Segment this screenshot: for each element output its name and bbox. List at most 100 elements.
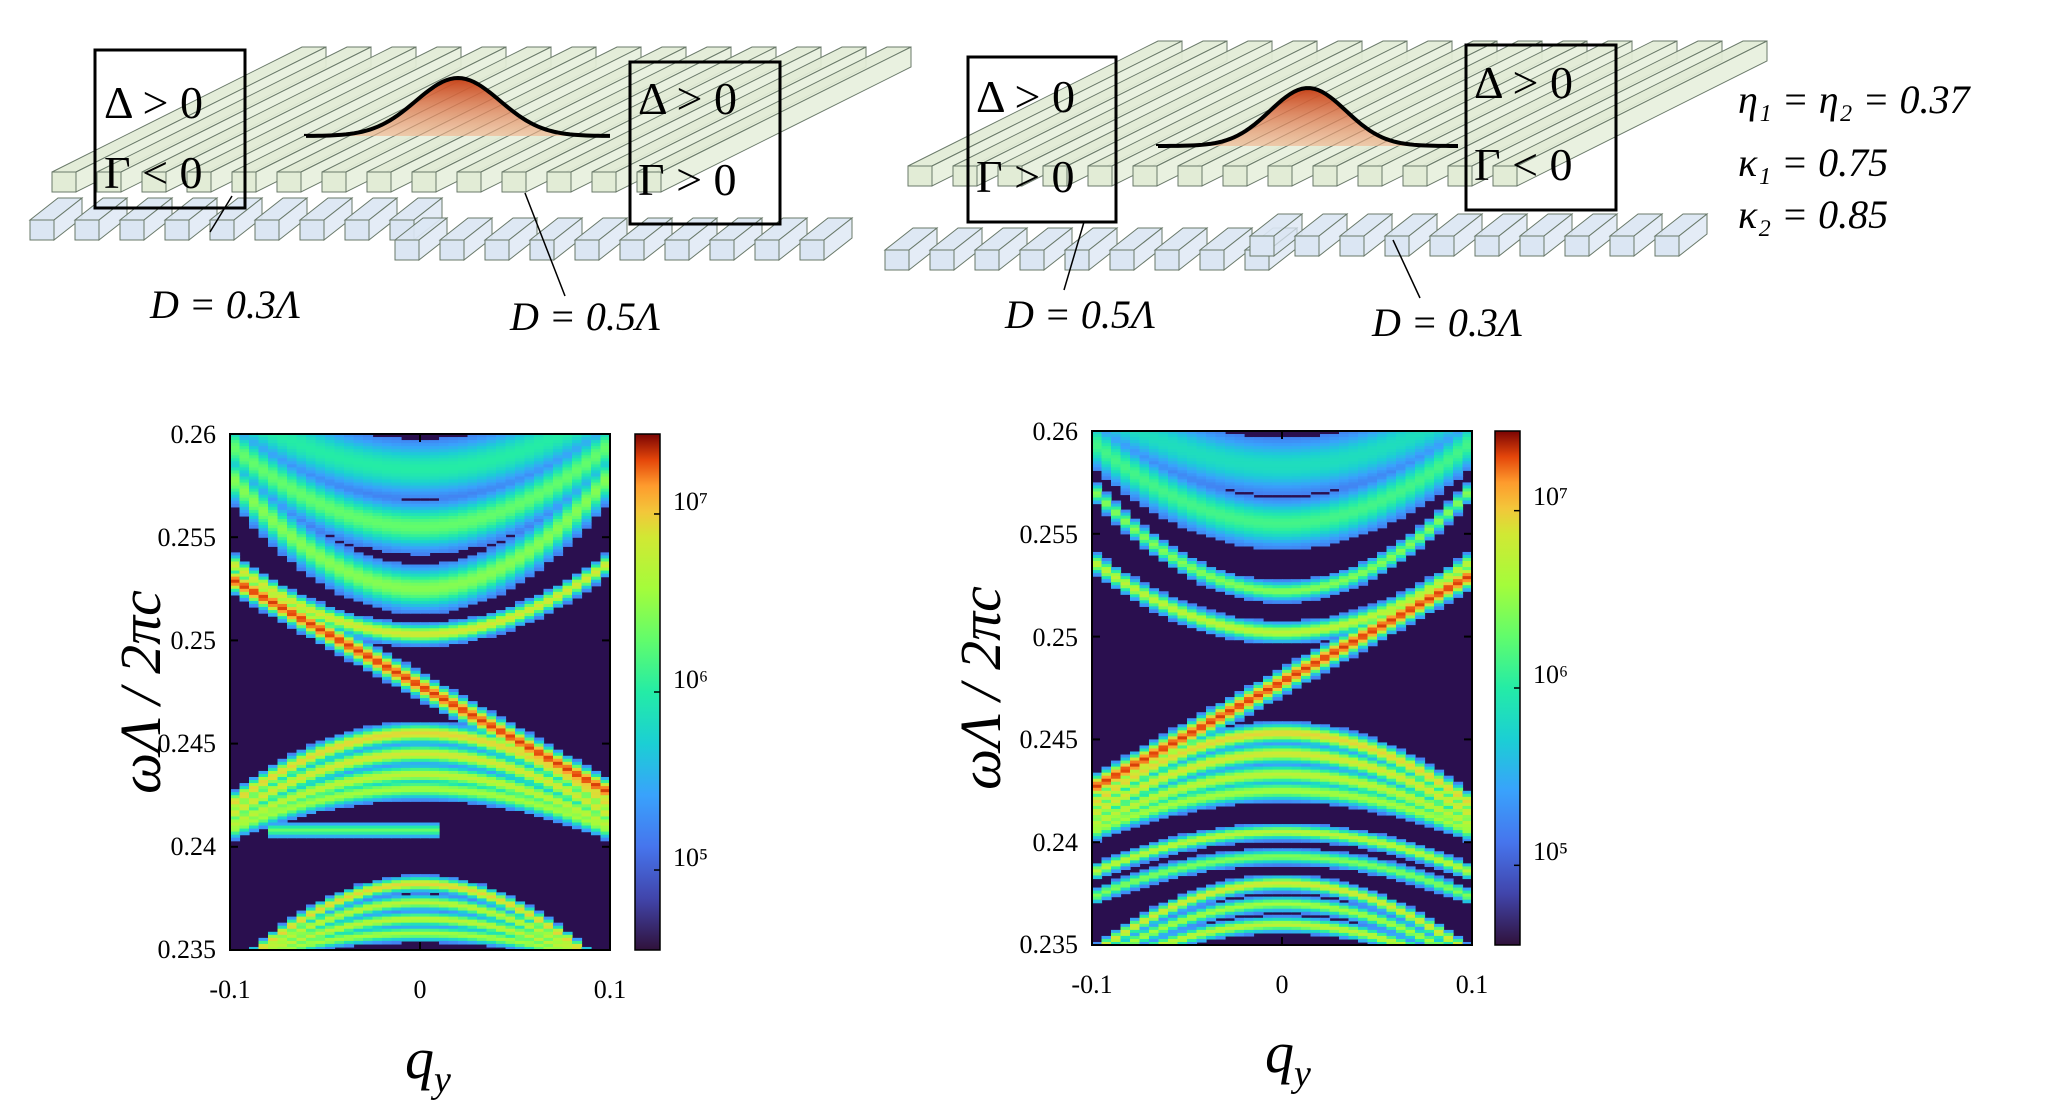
heatmap-cell (562, 761, 573, 766)
heatmap-cell (1187, 437, 1198, 441)
heatmap-cell (524, 458, 535, 462)
heatmap-cell (486, 567, 497, 572)
heatmap-cell (524, 764, 535, 769)
heatmap-cell (353, 531, 364, 535)
heatmap-cell (420, 452, 431, 456)
heatmap-cell (572, 764, 583, 769)
heatmap-cell (382, 883, 393, 887)
heatmap-cell (562, 455, 573, 459)
heatmap-cell (1177, 908, 1188, 913)
heatmap-cell (334, 804, 345, 808)
heatmap-cell (467, 494, 478, 499)
heatmap-cell (1130, 917, 1141, 922)
heatmap-cell (1101, 476, 1112, 480)
heatmap-cell (410, 892, 421, 896)
heatmap-cell (382, 828, 393, 833)
heatmap-cell (562, 458, 573, 462)
heatmap-cell (315, 534, 326, 538)
heatmap-cell (496, 585, 507, 590)
blue-bar-1-0 (393, 216, 449, 262)
heatmap-cell (505, 898, 516, 903)
heatmap-cell (306, 934, 317, 939)
heatmap-cell (581, 813, 592, 818)
heatmap-cell (439, 761, 450, 766)
heatmap-cell (325, 613, 336, 617)
heatmap-cell (258, 789, 269, 793)
heatmap-cell (477, 491, 488, 496)
heatmap-cell (315, 467, 326, 472)
heatmap-cell (429, 895, 440, 899)
heatmap-cell (287, 810, 298, 815)
heatmap-cell (353, 558, 364, 563)
heatmap-cell (1120, 887, 1131, 892)
heatmap-cell (382, 761, 393, 766)
heatmap-cell (325, 485, 336, 490)
heatmap-cell (1130, 818, 1141, 822)
heatmap-cell (334, 531, 345, 535)
heatmap-cell (382, 440, 393, 444)
heatmap-cell (591, 482, 602, 487)
heatmap-cell (572, 576, 583, 581)
heatmap-cell (344, 619, 355, 623)
heatmap-cell (230, 564, 241, 569)
heatmap-cell (1139, 452, 1150, 456)
heatmap-cell (1187, 518, 1198, 523)
heatmap-cell (344, 776, 355, 781)
heatmap-cell (1139, 440, 1150, 444)
heatmap-cell (315, 783, 326, 787)
heatmap-cell (505, 734, 516, 739)
heatmap-cell (401, 664, 412, 669)
heatmap-cell (344, 467, 355, 472)
heatmap-cell (1158, 872, 1169, 877)
heatmap-cell (420, 506, 431, 511)
heatmap-cell (1092, 500, 1103, 505)
heatmap-cell (258, 588, 269, 593)
heatmap-cell (524, 907, 535, 912)
heatmap-cell (600, 822, 611, 827)
heatmap-cell (1092, 941, 1103, 946)
heatmap-cell (1092, 491, 1103, 496)
heatmap-cell (325, 555, 336, 560)
heatmap-cell (553, 443, 564, 447)
heatmap-cell (230, 807, 241, 811)
heatmap-cell (1101, 824, 1112, 828)
heatmap-cell (401, 828, 412, 833)
heatmap-cell (401, 640, 412, 645)
heatmap-cell (448, 704, 459, 708)
heatmap-cell (315, 761, 326, 766)
heatmap-cell (363, 616, 374, 620)
heatmap-cell (382, 597, 393, 602)
heatmap-cell (287, 588, 298, 593)
heatmap-cell (553, 512, 564, 517)
heatmap-cell (505, 610, 516, 614)
heatmap-cell (306, 452, 317, 456)
heatmap-cell (1120, 485, 1131, 490)
heatmap-cell (505, 503, 516, 508)
heatmap-cell (296, 758, 307, 763)
heatmap-cell (477, 616, 488, 620)
heatmap-cell (325, 625, 336, 629)
heatmap-cell (344, 528, 355, 532)
heatmap-cell (591, 455, 602, 459)
heatmap-cell (334, 591, 345, 596)
heatmap-cell (391, 631, 402, 635)
heatmap-cell (1139, 914, 1150, 919)
heatmap-cell (1168, 431, 1179, 435)
heatmap-cell (258, 810, 269, 815)
heatmap-cell (382, 485, 393, 490)
heatmap-cell (1130, 772, 1141, 777)
heatmap-cell (277, 464, 288, 468)
heatmap-cell (277, 518, 288, 523)
heatmap-cell (486, 773, 497, 778)
heatmap-cell (439, 479, 450, 484)
heatmap-cell (429, 594, 440, 599)
heatmap-cell (382, 928, 393, 933)
heatmap-cell (543, 810, 554, 815)
heatmap-cell (410, 780, 421, 784)
heatmap-cell (534, 943, 545, 948)
heatmap-cell (515, 755, 526, 760)
heatmap-cell (334, 628, 345, 632)
heatmap-cell (258, 476, 269, 481)
heatmap-cell (258, 825, 269, 830)
heatmap-cell (353, 889, 364, 893)
